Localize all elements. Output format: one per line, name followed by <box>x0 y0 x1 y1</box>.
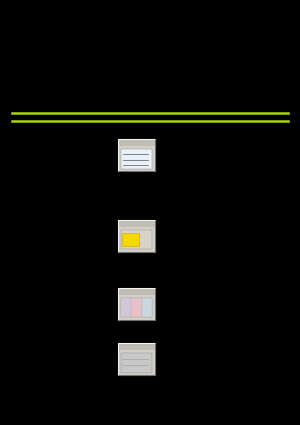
FancyBboxPatch shape <box>118 343 155 350</box>
FancyBboxPatch shape <box>121 230 152 249</box>
FancyBboxPatch shape <box>118 288 155 320</box>
FancyBboxPatch shape <box>121 149 152 169</box>
FancyBboxPatch shape <box>118 139 155 171</box>
FancyBboxPatch shape <box>118 220 155 252</box>
FancyBboxPatch shape <box>118 343 155 375</box>
FancyBboxPatch shape <box>118 288 155 295</box>
FancyBboxPatch shape <box>142 298 152 317</box>
FancyBboxPatch shape <box>122 233 139 246</box>
FancyBboxPatch shape <box>121 298 131 317</box>
FancyBboxPatch shape <box>121 353 152 372</box>
FancyBboxPatch shape <box>118 139 155 146</box>
FancyBboxPatch shape <box>118 220 155 227</box>
FancyBboxPatch shape <box>121 298 152 317</box>
FancyBboxPatch shape <box>131 298 142 317</box>
